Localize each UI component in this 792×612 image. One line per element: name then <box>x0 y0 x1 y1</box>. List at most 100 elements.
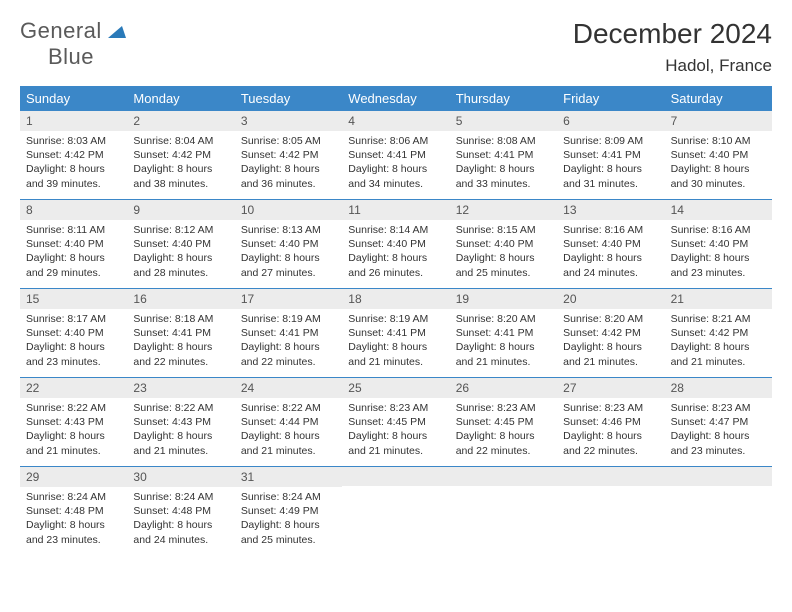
sunrise-text: Sunrise: 8:04 AM <box>133 134 228 148</box>
day-body: Sunrise: 8:05 AMSunset: 4:42 PMDaylight:… <box>235 131 342 197</box>
day-number <box>665 467 772 486</box>
sunset-text: Sunset: 4:41 PM <box>348 326 443 340</box>
day-cell <box>557 467 664 555</box>
day-number: 19 <box>450 289 557 309</box>
day-body: Sunrise: 8:24 AMSunset: 4:48 PMDaylight:… <box>20 487 127 553</box>
day-cell: 10Sunrise: 8:13 AMSunset: 4:40 PMDayligh… <box>235 200 342 288</box>
day-body: Sunrise: 8:09 AMSunset: 4:41 PMDaylight:… <box>557 131 664 197</box>
sunrise-text: Sunrise: 8:23 AM <box>563 401 658 415</box>
week-row: 8Sunrise: 8:11 AMSunset: 4:40 PMDaylight… <box>20 200 772 289</box>
day-number: 4 <box>342 111 449 131</box>
weeks-container: 1 Sunrise: 8:03 AM Sunset: 4:42 PM Daylight… <box>20 111 772 555</box>
sunset-text: Sunset: 4:43 PM <box>26 415 121 429</box>
day-number: 1 <box>20 111 127 131</box>
weekday-header: Sunday Monday Tuesday Wednesday Thursday… <box>20 86 772 111</box>
daylight-text: Daylight: 8 hours and 21 minutes. <box>241 429 336 457</box>
day-cell: 4Sunrise: 8:06 AMSunset: 4:41 PMDaylight… <box>342 111 449 199</box>
day-body: Sunrise: 8:15 AMSunset: 4:40 PMDaylight:… <box>450 220 557 286</box>
daylight-text: Daylight: 8 hours and 24 minutes. <box>133 518 228 546</box>
sunrise-text: Sunrise: 8:03 AM <box>26 134 121 148</box>
day-number: 5 <box>450 111 557 131</box>
sunset-text: Sunset: 4:42 PM <box>241 148 336 162</box>
day-cell: 31Sunrise: 8:24 AMSunset: 4:49 PMDayligh… <box>235 467 342 555</box>
sunset-text: Sunset: 4:42 PM <box>671 326 766 340</box>
sunrise-text: Sunrise: 8:19 AM <box>348 312 443 326</box>
sunset-text: Sunset: 4:40 PM <box>456 237 551 251</box>
daylight-text: Daylight: 8 hours and 33 minutes. <box>456 162 551 190</box>
sunrise-text: Sunrise: 8:05 AM <box>241 134 336 148</box>
weekday-label: Thursday <box>450 86 557 111</box>
day-cell: 15Sunrise: 8:17 AMSunset: 4:40 PMDayligh… <box>20 289 127 377</box>
day-body: Sunrise: 8:08 AMSunset: 4:41 PMDaylight:… <box>450 131 557 197</box>
sunset-text: Sunset: 4:40 PM <box>241 237 336 251</box>
sunset-text: Sunset: 4:44 PM <box>241 415 336 429</box>
week-row: 22Sunrise: 8:22 AMSunset: 4:43 PMDayligh… <box>20 378 772 467</box>
sunrise-text: Sunrise: 8:08 AM <box>456 134 551 148</box>
day-cell: 25Sunrise: 8:23 AMSunset: 4:45 PMDayligh… <box>342 378 449 466</box>
day-body: Sunrise: 8:11 AMSunset: 4:40 PMDaylight:… <box>20 220 127 286</box>
day-body: Sunrise: 8:24 AMSunset: 4:48 PMDaylight:… <box>127 487 234 553</box>
daylight-text: Daylight: 8 hours and 27 minutes. <box>241 251 336 279</box>
week-row: 29Sunrise: 8:24 AMSunset: 4:48 PMDayligh… <box>20 467 772 555</box>
daylight-text: Daylight: 8 hours and 25 minutes. <box>456 251 551 279</box>
sunrise-text: Sunrise: 8:16 AM <box>563 223 658 237</box>
day-body: Sunrise: 8:22 AMSunset: 4:43 PMDaylight:… <box>20 398 127 464</box>
day-cell: 13Sunrise: 8:16 AMSunset: 4:40 PMDayligh… <box>557 200 664 288</box>
day-body: Sunrise: 8:21 AMSunset: 4:42 PMDaylight:… <box>665 309 772 375</box>
day-number: 30 <box>127 467 234 487</box>
day-cell: 24Sunrise: 8:22 AMSunset: 4:44 PMDayligh… <box>235 378 342 466</box>
sunset-text: Sunset: 4:42 PM <box>563 326 658 340</box>
daylight-text: Daylight: 8 hours and 38 minutes. <box>133 162 228 190</box>
logo-text: General Blue <box>20 18 126 70</box>
weekday-label: Monday <box>127 86 234 111</box>
sunset-text: Sunset: 4:40 PM <box>26 326 121 340</box>
day-body: Sunrise: 8:20 AMSunset: 4:42 PMDaylight:… <box>557 309 664 375</box>
day-cell: 30Sunrise: 8:24 AMSunset: 4:48 PMDayligh… <box>127 467 234 555</box>
sunset-text: Sunset: 4:40 PM <box>133 237 228 251</box>
sunrise-text: Sunrise: 8:16 AM <box>671 223 766 237</box>
logo-word1: General <box>20 18 102 43</box>
day-cell: 19Sunrise: 8:20 AMSunset: 4:41 PMDayligh… <box>450 289 557 377</box>
day-body <box>342 486 449 495</box>
day-cell: 21Sunrise: 8:21 AMSunset: 4:42 PMDayligh… <box>665 289 772 377</box>
weekday-label: Wednesday <box>342 86 449 111</box>
sunset-text: Sunset: 4:43 PM <box>133 415 228 429</box>
weekday-label: Tuesday <box>235 86 342 111</box>
sunrise-text: Sunrise: 8:13 AM <box>241 223 336 237</box>
day-number: 21 <box>665 289 772 309</box>
day-body: Sunrise: 8:18 AMSunset: 4:41 PMDaylight:… <box>127 309 234 375</box>
sunrise-text: Sunrise: 8:10 AM <box>671 134 766 148</box>
day-cell: 12Sunrise: 8:15 AMSunset: 4:40 PMDayligh… <box>450 200 557 288</box>
sunrise-text: Sunrise: 8:17 AM <box>26 312 121 326</box>
sunrise-text: Sunrise: 8:23 AM <box>348 401 443 415</box>
day-number: 15 <box>20 289 127 309</box>
sunset-text: Sunset: 4:41 PM <box>456 148 551 162</box>
day-cell: 3Sunrise: 8:05 AMSunset: 4:42 PMDaylight… <box>235 111 342 199</box>
day-number: 22 <box>20 378 127 398</box>
daylight-text: Daylight: 8 hours and 23 minutes. <box>671 251 766 279</box>
day-body: Sunrise: 8:19 AMSunset: 4:41 PMDaylight:… <box>235 309 342 375</box>
day-body: Sunrise: 8:04 AMSunset: 4:42 PMDaylight:… <box>127 131 234 197</box>
sunset-text: Sunset: 4:40 PM <box>348 237 443 251</box>
sunset-text: Sunset: 4:40 PM <box>563 237 658 251</box>
day-cell: 27Sunrise: 8:23 AMSunset: 4:46 PMDayligh… <box>557 378 664 466</box>
day-cell: 6Sunrise: 8:09 AMSunset: 4:41 PMDaylight… <box>557 111 664 199</box>
sunrise-text: Sunrise: 8:19 AM <box>241 312 336 326</box>
sunrise-text: Sunrise: 8:23 AM <box>456 401 551 415</box>
day-body: Sunrise: 8:12 AMSunset: 4:40 PMDaylight:… <box>127 220 234 286</box>
day-cell <box>342 467 449 555</box>
daylight-text: Daylight: 8 hours and 21 minutes. <box>456 340 551 368</box>
day-body <box>557 486 664 495</box>
day-number: 9 <box>127 200 234 220</box>
sunset-text: Sunset: 4:41 PM <box>133 326 228 340</box>
day-body <box>450 486 557 495</box>
sunset-text: Sunset: 4:48 PM <box>133 504 228 518</box>
daylight-text: Daylight: 8 hours and 21 minutes. <box>26 429 121 457</box>
day-body: Sunrise: 8:13 AMSunset: 4:40 PMDaylight:… <box>235 220 342 286</box>
sunrise-text: Sunrise: 8:24 AM <box>133 490 228 504</box>
day-body: Sunrise: 8:24 AMSunset: 4:49 PMDaylight:… <box>235 487 342 553</box>
day-body: Sunrise: 8:10 AMSunset: 4:40 PMDaylight:… <box>665 131 772 197</box>
day-body: Sunrise: 8:22 AMSunset: 4:43 PMDaylight:… <box>127 398 234 464</box>
day-cell: 7Sunrise: 8:10 AMSunset: 4:40 PMDaylight… <box>665 111 772 199</box>
sunrise-text: Sunrise: 8:24 AM <box>26 490 121 504</box>
